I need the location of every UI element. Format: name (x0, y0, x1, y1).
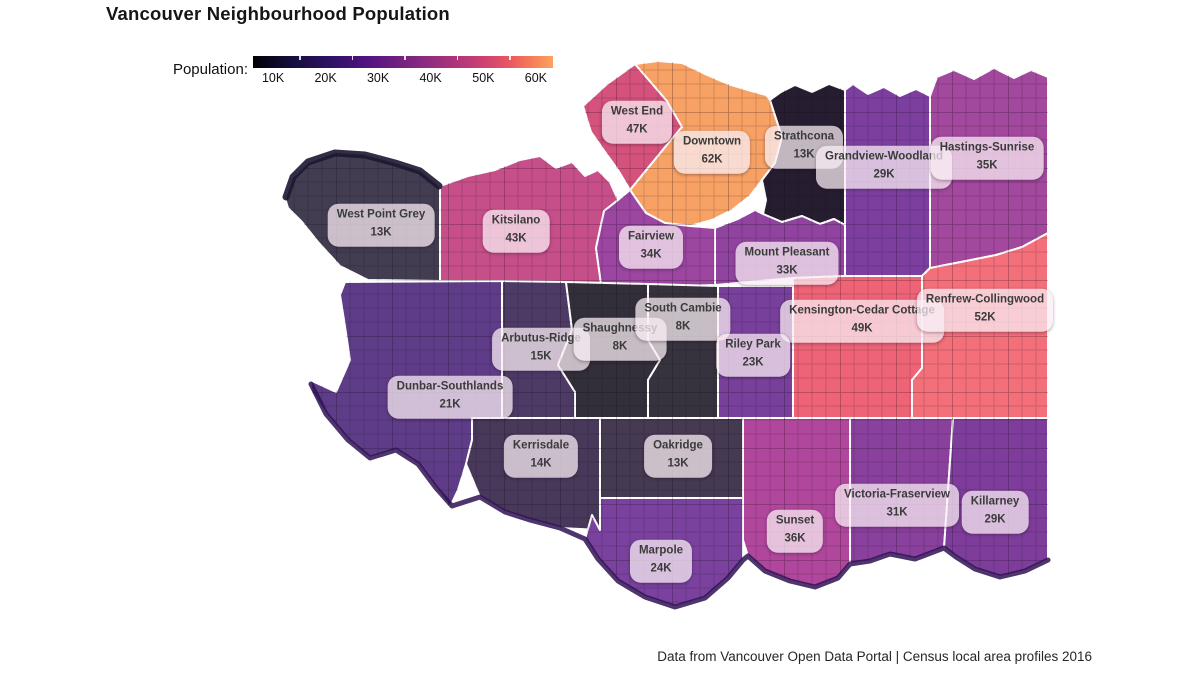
data-source-caption: Data from Vancouver Open Data Portal | C… (657, 649, 1092, 664)
colorbar-seam (351, 56, 354, 60)
region-riley-park (717, 285, 794, 421)
region-hastings-sunrise (929, 67, 1049, 269)
legend: Population: 10K 20K 30K 40K 50K 60K (0, 0, 1200, 100)
region-fills (284, 60, 1049, 608)
region-marpole (584, 497, 744, 608)
legend-tick: 20K (314, 71, 337, 85)
region-killarney (943, 417, 1049, 578)
legend-ticks: 10K 20K 30K 40K 50K 60K (253, 71, 553, 87)
region-victoria-fraserview (849, 417, 954, 565)
region-sunset (742, 417, 851, 588)
page-title: Vancouver Neighbourhood Population (106, 3, 450, 24)
region-grandview-woodland (844, 83, 931, 277)
legend-tick: 50K (472, 71, 495, 85)
region-kerrisdale (465, 417, 601, 531)
legend-tick: 40K (419, 71, 442, 85)
south-shoreline (308, 381, 1051, 610)
legend-label: Population: (172, 61, 248, 78)
region-oakridge (599, 417, 744, 499)
region-mount-pleasant (714, 209, 846, 286)
colorbar-seam (456, 56, 459, 60)
legend-tick: 30K (366, 71, 390, 85)
legend-tick: 10K (261, 71, 285, 85)
region-kitsilano (439, 155, 619, 285)
legend-tick: 60K (524, 71, 548, 85)
legend-colorbar (253, 56, 553, 68)
colorbar-seam (299, 56, 301, 60)
colorbar-seam (404, 56, 406, 60)
region-south-cambie (647, 283, 719, 419)
region-kensington-cedar-cottage (792, 275, 923, 421)
colorbar-seam (509, 56, 511, 60)
north-shoreline (282, 149, 443, 201)
